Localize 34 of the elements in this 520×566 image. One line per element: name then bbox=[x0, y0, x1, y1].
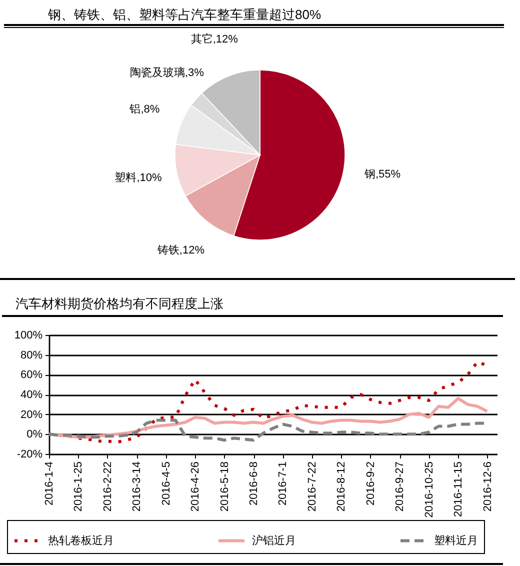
y-tick-label: 20% bbox=[20, 408, 43, 421]
slice-label: 其它,12% bbox=[190, 32, 238, 46]
y-tick-label: -20% bbox=[16, 448, 43, 460]
slice-label: 钢,55% bbox=[363, 168, 401, 180]
legend-label: 沪铝近月 bbox=[252, 534, 296, 547]
legend-label: 塑料近月 bbox=[434, 534, 478, 547]
legend-label: 热轧卷板近月 bbox=[48, 534, 114, 547]
y-tick-label: 100% bbox=[14, 330, 43, 342]
y-tick-label: 0% bbox=[26, 428, 43, 441]
x-tick-label: 2016-6-8 bbox=[248, 462, 260, 506]
x-tick-label: 2016-3-14 bbox=[131, 462, 144, 512]
x-tick-label: 2016-4-26 bbox=[190, 462, 202, 512]
slice-label: 塑料,10% bbox=[114, 171, 162, 184]
x-tick-label: 2016-10-25 bbox=[423, 462, 436, 518]
x-tick-label: 2016-1-25 bbox=[72, 462, 85, 512]
slice-label: 铝,8% bbox=[128, 103, 160, 116]
x-tick-label: 2016-5-18 bbox=[218, 462, 231, 512]
chart-title: 汽车材料期货价格均有不同程度上涨 bbox=[16, 296, 224, 311]
chart-title: 钢、铸铁、铝、塑料等占汽车整车重量超过80% bbox=[47, 7, 322, 22]
slice-label: 铸铁,12% bbox=[156, 244, 205, 257]
x-tick-label: 2016-9-27 bbox=[394, 462, 406, 512]
x-tick-label: 2016-9-2 bbox=[364, 462, 377, 506]
x-tick-label: 2016-4-5 bbox=[160, 462, 172, 506]
x-tick-label: 2016-11-15 bbox=[452, 462, 465, 517]
y-tick-label: 80% bbox=[20, 349, 43, 362]
x-tick-label: 2016-7-22 bbox=[306, 462, 318, 512]
x-tick-label: 2016-2-22 bbox=[102, 462, 114, 512]
x-tick-label: 2016-1-4 bbox=[44, 462, 56, 506]
slice-label: 陶瓷及玻璃,3% bbox=[130, 66, 204, 79]
x-tick-label: 2016-7-1 bbox=[277, 462, 290, 506]
x-tick-label: 2016-8-12 bbox=[336, 462, 348, 512]
y-tick-label: 60% bbox=[20, 369, 43, 382]
x-tick-label: 2016-12-6 bbox=[482, 462, 494, 512]
y-tick-label: 40% bbox=[20, 389, 43, 401]
